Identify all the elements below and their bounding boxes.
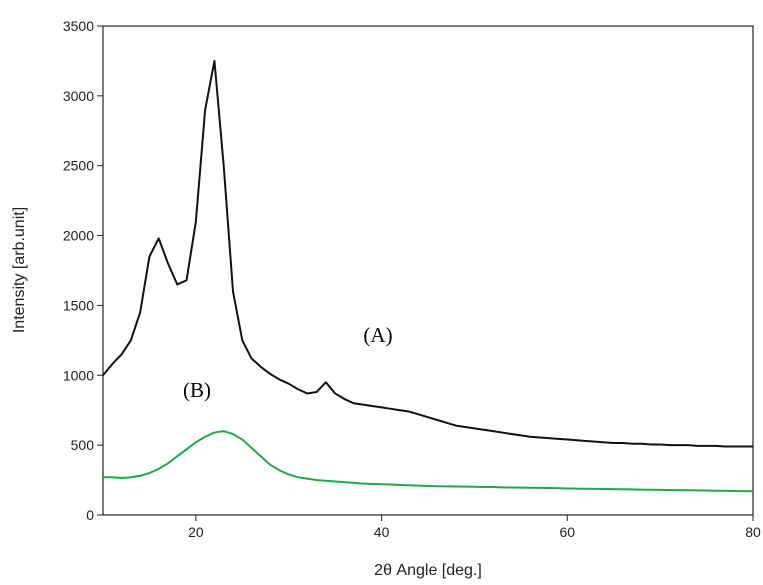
y-tick-label: 0 <box>86 507 94 523</box>
y-tick-label: 3500 <box>63 18 94 34</box>
y-tick-label: 3000 <box>63 88 94 104</box>
x-tick-label: 20 <box>188 524 204 540</box>
data-line <box>103 430 754 493</box>
x-tick-label: 60 <box>559 524 575 540</box>
x-tick-label: 40 <box>374 524 390 540</box>
y-axis-label: Intensity [arb.unit] <box>11 207 28 333</box>
data-line <box>102 59 753 448</box>
y-tick-label: 500 <box>71 437 95 453</box>
plot-frame <box>102 25 754 516</box>
annotation: (A) <box>363 323 392 347</box>
y-tick-label: 2500 <box>63 158 94 174</box>
x-tick-label: 80 <box>745 524 761 540</box>
y-tick-label: 1000 <box>63 367 94 383</box>
x-axis-label: 2θ Angle [deg.] <box>374 562 482 579</box>
annotation: (B) <box>183 378 211 402</box>
y-tick-label: 1500 <box>63 297 94 313</box>
y-tick-label: 2000 <box>63 228 94 244</box>
